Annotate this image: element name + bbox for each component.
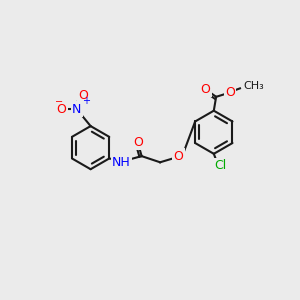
Text: CH₃: CH₃ (244, 81, 265, 91)
Text: O: O (78, 89, 88, 102)
Text: NH: NH (112, 156, 131, 169)
Text: O: O (56, 103, 66, 116)
Text: O: O (133, 136, 143, 149)
Text: −: − (55, 97, 63, 106)
Text: O: O (225, 86, 235, 99)
Text: O: O (200, 82, 210, 96)
Text: +: + (82, 96, 90, 106)
Text: O: O (174, 150, 184, 163)
Text: Cl: Cl (214, 159, 226, 172)
Text: N: N (72, 103, 81, 116)
